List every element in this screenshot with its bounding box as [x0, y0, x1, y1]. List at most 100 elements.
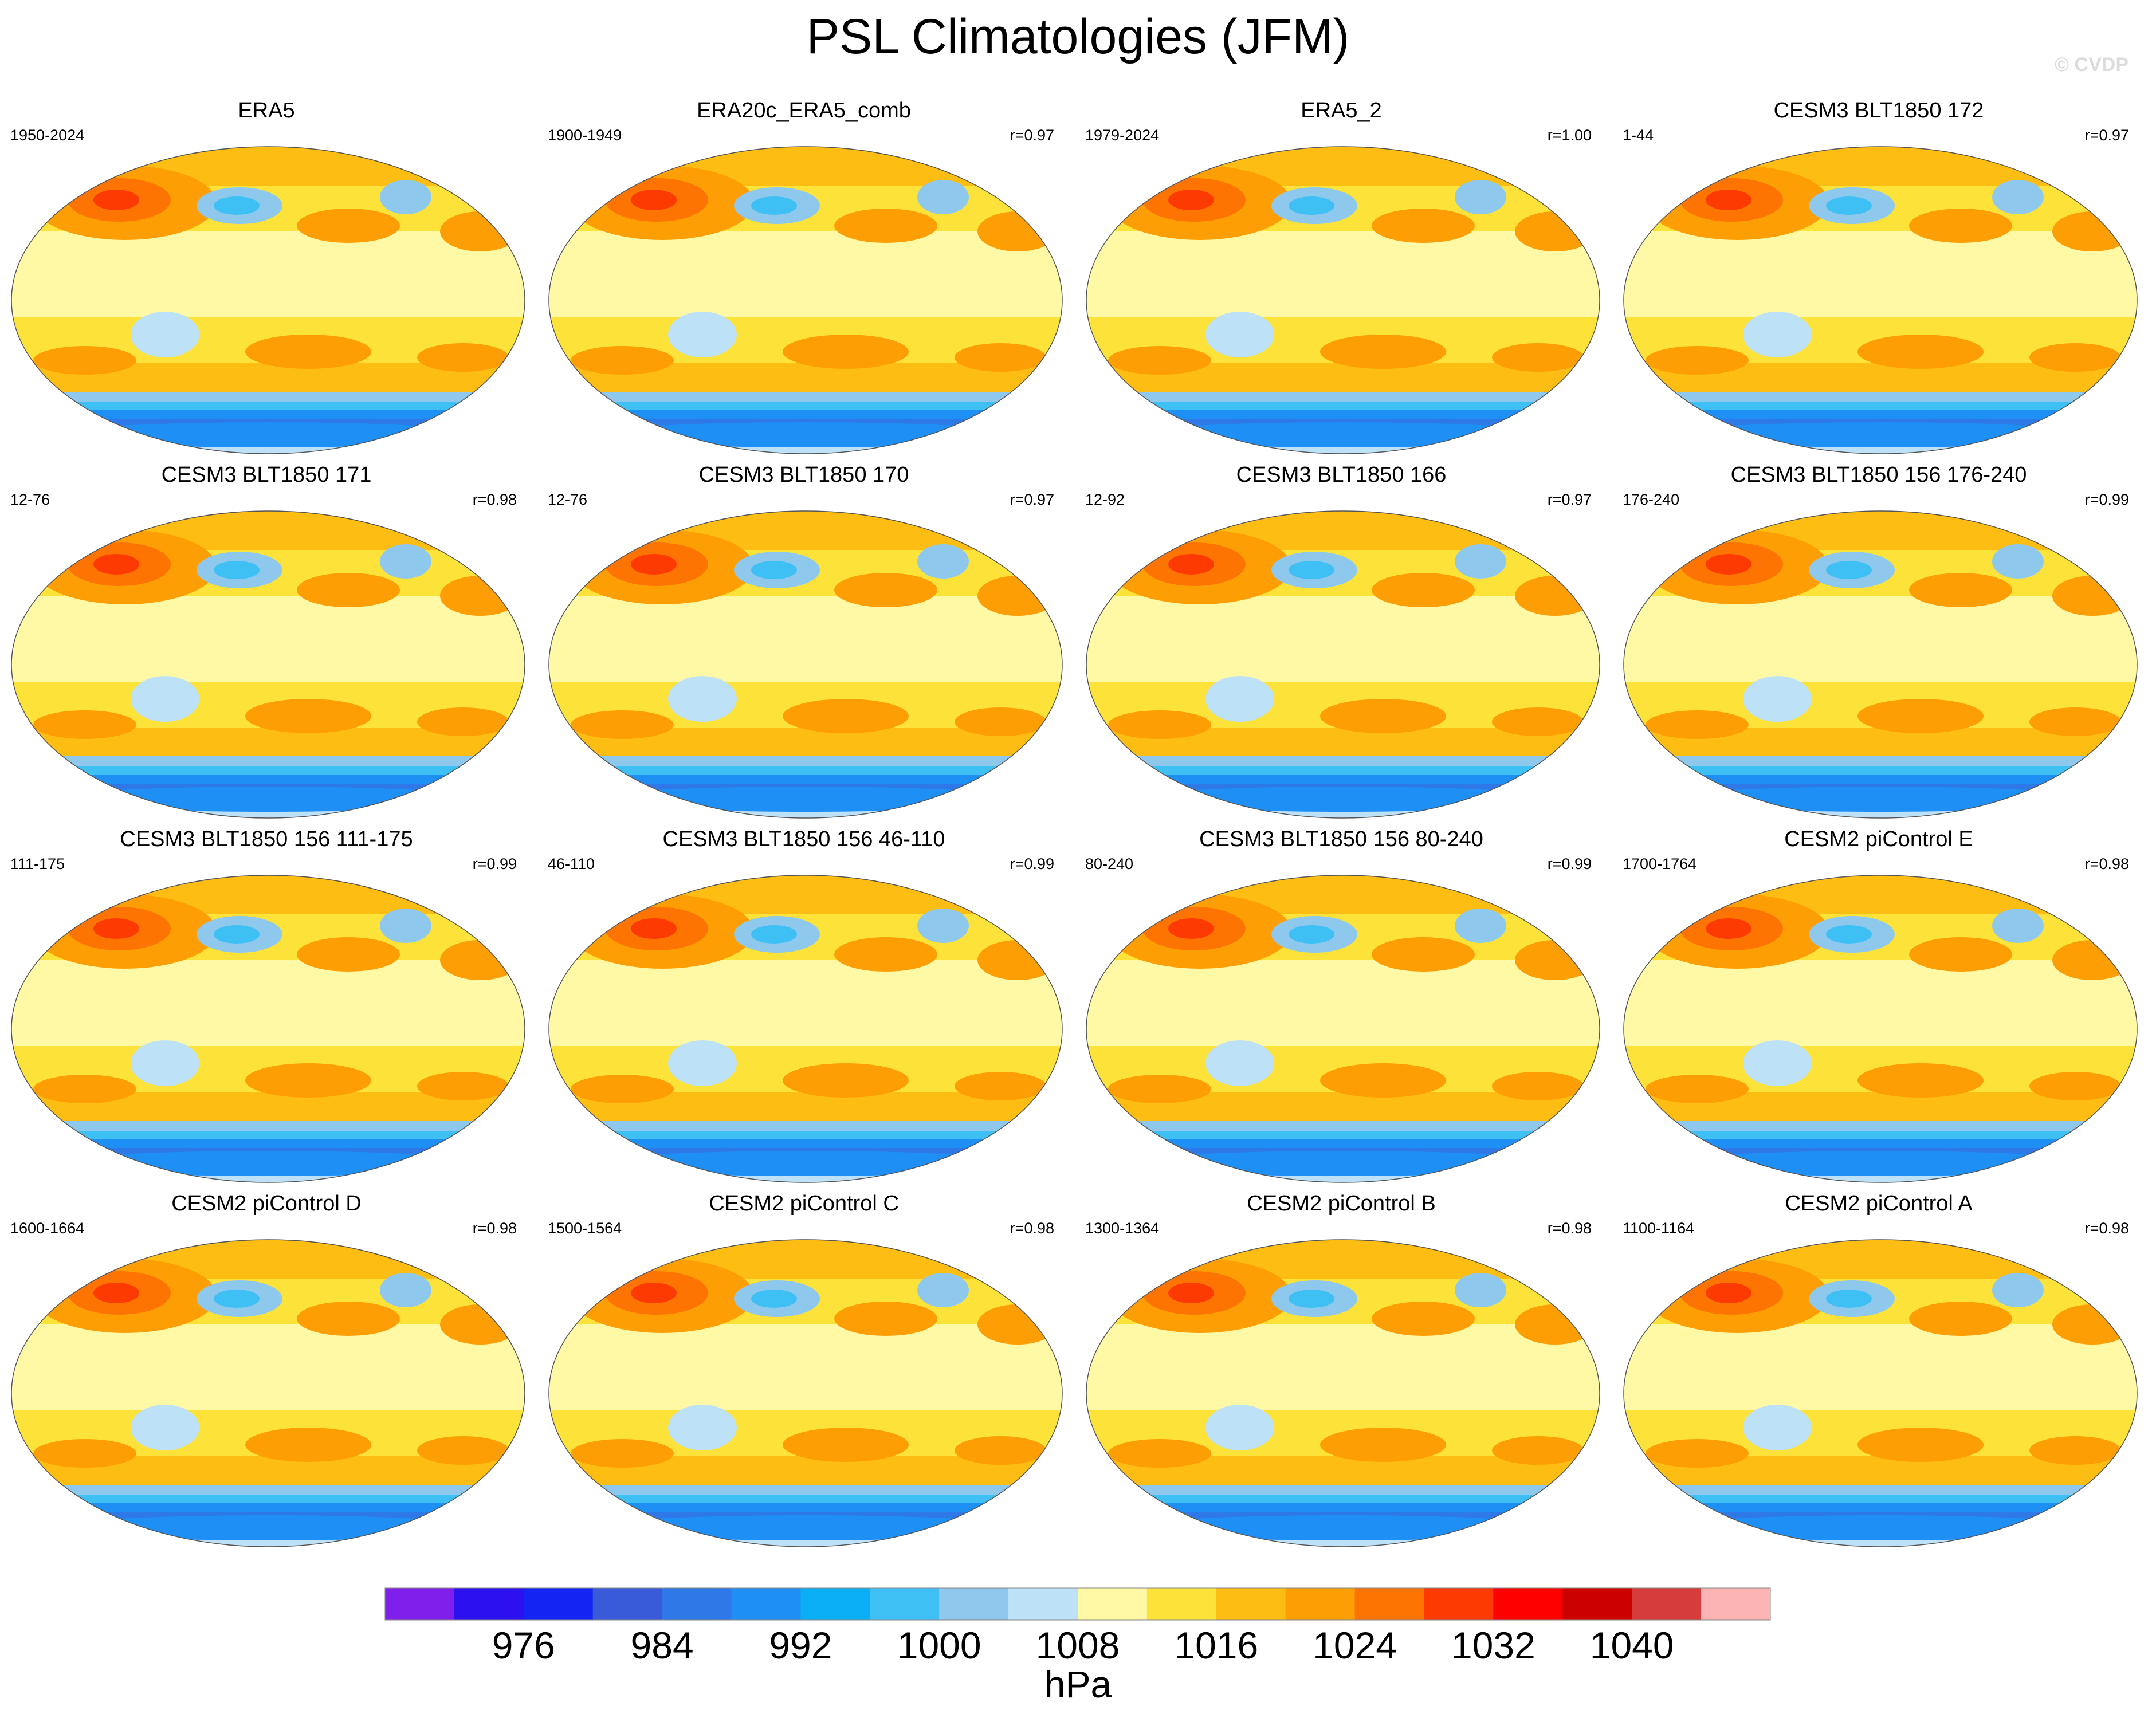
map-border [1623, 1239, 2138, 1547]
pressure-feature [783, 1428, 909, 1462]
pressure-band [1624, 1139, 2137, 1148]
pressure-feature [631, 1283, 677, 1303]
map-border [548, 510, 1063, 819]
panel-title: CESM2 piControl A [1785, 1192, 1973, 1216]
pressure-feature [1205, 676, 1274, 722]
pressure-band [1086, 596, 1600, 682]
pressure-feature [588, 1515, 1023, 1540]
pressure-feature [1455, 909, 1506, 943]
pressure-band [11, 1240, 525, 1279]
pressure-band [1086, 511, 1600, 550]
pressure-band [11, 875, 525, 914]
pressure-feature [1706, 918, 1751, 939]
map-panel: CESM2 piControl D 1600-1664 r=0.98 [0, 1190, 533, 1555]
pressure-feature [33, 346, 136, 375]
pressure-feature [1909, 1302, 2012, 1336]
pressure-feature [1320, 699, 1446, 733]
pressure-feature [50, 1151, 486, 1176]
pressure-feature [1168, 918, 1214, 939]
pressure-band [549, 1324, 1062, 1410]
pressure-band [1086, 1121, 1600, 1131]
panel-correlation: r=0.97 [1547, 491, 1592, 508]
panel-title: ERA5_2 [1301, 99, 1382, 123]
pressure-band [549, 1495, 1062, 1503]
pressure-band [549, 147, 1062, 186]
colorbar-box [1562, 1588, 1632, 1620]
colorbar-tick-label: 1000 [897, 1624, 981, 1666]
pressure-feature [783, 699, 909, 733]
pressure-feature [245, 1428, 371, 1462]
colorbar-tick-label: 1040 [1589, 1624, 1674, 1666]
panel-years: 46-110 [548, 855, 595, 872]
colorbar-box [939, 1588, 1009, 1620]
pressure-band [1624, 231, 2137, 317]
pressure-feature [1289, 561, 1334, 579]
pressure-band [11, 1485, 525, 1495]
pressure-band [549, 511, 1062, 550]
pressure-band [11, 596, 525, 682]
colorbar-box [1354, 1588, 1424, 1620]
psl-map [11, 146, 525, 454]
pressure-feature [131, 312, 199, 357]
pressure-feature [1909, 937, 2012, 972]
panel-years: 1500-1564 [548, 1220, 622, 1237]
pressure-feature [380, 180, 431, 214]
panel-title: CESM3 BLT1850 156 111-175 [120, 827, 413, 851]
pressure-feature [1108, 710, 1211, 739]
pressure-feature [1372, 1302, 1475, 1336]
pressure-feature [1857, 1428, 1984, 1462]
pressure-band [549, 1485, 1062, 1495]
pressure-feature [1857, 699, 1984, 733]
pressure-band [11, 1324, 525, 1410]
pressure-band [11, 147, 525, 186]
pressure-band [1624, 1240, 2137, 1279]
pressure-feature [631, 918, 677, 939]
watermark: © CVDP [2055, 54, 2128, 76]
panel-years: 80-240 [1085, 855, 1134, 872]
pressure-feature [1743, 676, 1812, 722]
pressure-feature [1108, 346, 1211, 375]
pressure-feature [1826, 1290, 1872, 1308]
panel-title: CESM3 BLT1850 166 [1236, 463, 1447, 487]
pressure-feature [93, 554, 139, 575]
pressure-feature [380, 1273, 431, 1307]
panel-correlation: r=0.99 [2084, 491, 2129, 508]
panel-title: CESM2 piControl C [709, 1192, 899, 1216]
pressure-feature [1289, 196, 1334, 215]
pressure-band [1624, 1503, 2137, 1512]
pressure-feature [1909, 209, 2012, 243]
psl-map [1086, 1239, 1600, 1547]
colorbar-box [1285, 1588, 1356, 1620]
pressure-band [11, 392, 525, 402]
map-panel: CESM3 BLT1850 172 1-44 r=0.97 [1612, 97, 2145, 462]
pressure-band [11, 402, 525, 410]
colorbar-box [1701, 1588, 1771, 1620]
pressure-feature [214, 1290, 260, 1308]
pressure-band [1624, 1121, 2137, 1131]
pressure-feature [1992, 544, 2044, 579]
panel-title: ERA20c_ERA5_comb [697, 99, 911, 123]
pressure-feature [1992, 909, 2044, 943]
psl-map [11, 510, 525, 819]
panel-title: CESM2 piControl B [1247, 1192, 1436, 1216]
colorbar-bar [384, 1587, 1771, 1621]
panel-correlation: r=0.99 [1010, 855, 1054, 872]
panel-correlation: r=0.98 [1547, 1220, 1592, 1237]
map-border [11, 510, 525, 819]
pressure-feature [33, 1075, 136, 1103]
panel-years: 1100-1164 [1623, 1220, 1695, 1237]
pressure-band [1086, 766, 1600, 775]
pressure-feature [245, 335, 371, 369]
map-border [548, 875, 1063, 1183]
pressure-band [1624, 596, 2137, 682]
pressure-feature [245, 1063, 371, 1098]
pressure-feature [631, 554, 677, 575]
pressure-feature [955, 707, 1046, 736]
panel-title: ERA5 [238, 99, 295, 123]
pressure-band [11, 775, 525, 784]
map-panel: ERA5 1950-2024 [0, 97, 533, 462]
pressure-feature [1455, 1273, 1506, 1307]
panel-years: 1600-1664 [10, 1220, 85, 1237]
panel-correlation: r=0.97 [2084, 127, 2129, 144]
map-border [548, 146, 1063, 454]
